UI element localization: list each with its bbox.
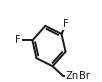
Text: F: F [15, 35, 21, 45]
Text: Zn: Zn [65, 71, 79, 81]
Text: F: F [63, 19, 69, 29]
Text: Br: Br [79, 71, 90, 81]
